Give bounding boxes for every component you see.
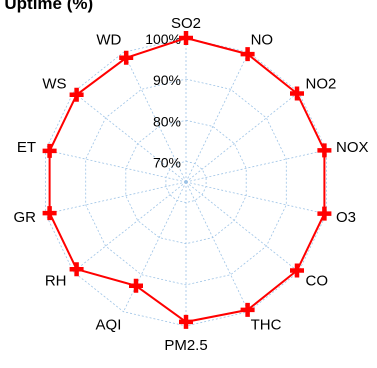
data-point [179,31,193,45]
category-label: NOX [336,139,369,156]
data-point [129,278,143,293]
data-point [119,50,134,65]
data-point [317,206,332,221]
data-point [179,314,193,329]
data-point [42,143,57,158]
category-label: THC [251,316,282,333]
tick-label: 90% [153,72,181,88]
grid-spoke [185,149,327,183]
category-label: SO2 [171,15,201,32]
grid-spoke [73,91,187,183]
category-labels: SO2 NO NO2 NOX O3 CO THC PM2.5 AQI RH GR ET WS WD [14,15,369,354]
category-label: RH [45,273,67,290]
radial-tick-labels: 70%80%90%100% [145,31,181,170]
data-point [317,143,332,158]
grid-spoke [45,181,187,215]
grid [45,37,327,327]
data-point [69,262,84,277]
category-label: CO [306,273,329,290]
category-label: O3 [336,209,356,226]
data-point [240,47,255,62]
grid-spoke [185,91,299,183]
category-label: WS [42,76,66,93]
tick-label: 80% [153,113,181,129]
category-label: ET [17,139,36,156]
category-label: GR [14,209,37,226]
category-label: AQI [96,316,122,333]
grid-spoke [185,181,249,312]
data-point [42,206,57,221]
data-point [290,263,304,278]
chart-title: t Uptime (%) [0,0,94,13]
grid-ring-90 [85,78,287,286]
tick-label: 70% [153,154,181,170]
series-line [48,36,326,323]
category-label: WD [96,32,121,49]
grid-spoke [123,181,187,312]
series [42,31,332,329]
category-label: PM2.5 [164,337,207,354]
grid-spoke [45,149,187,183]
category-label: NO2 [306,76,337,93]
grid-spoke [73,181,187,273]
category-label: NO [251,32,274,49]
grid-spoke [185,181,299,273]
grid-spoke [185,52,249,183]
data-point [290,86,304,101]
data-point [240,302,255,317]
data-point [69,87,84,102]
grid-spoke [185,181,327,215]
